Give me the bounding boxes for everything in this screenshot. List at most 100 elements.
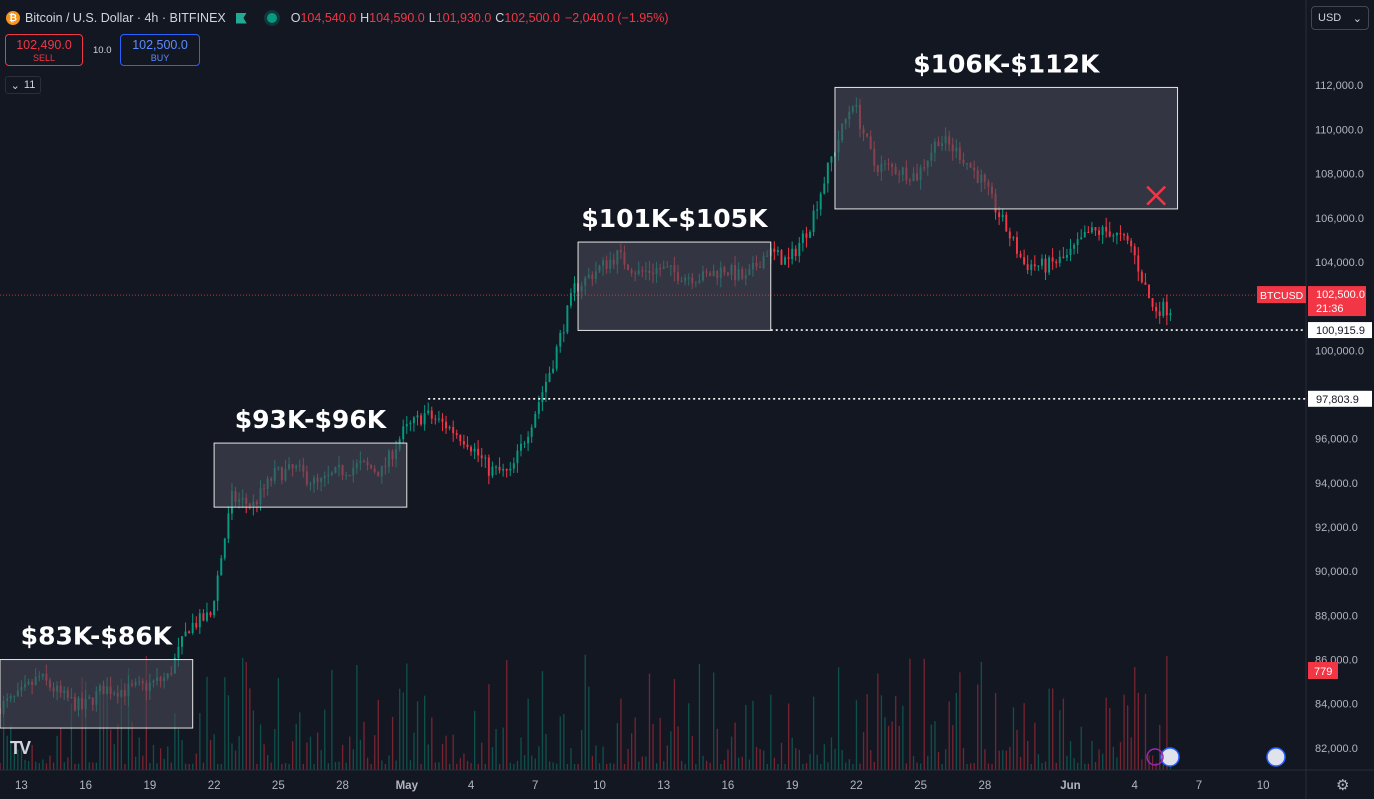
- candle-body: [195, 622, 198, 628]
- symbol-title[interactable]: Bitcoin / U.S. Dollar · 4h · BITFINEX: [25, 11, 226, 25]
- currency-select[interactable]: USD ⌄: [1311, 6, 1369, 30]
- candle-body: [409, 423, 412, 425]
- volume-bar: [805, 763, 808, 770]
- us-flag-icon: [1266, 747, 1286, 767]
- volume-bar: [538, 746, 540, 770]
- volume-bar: [966, 763, 968, 770]
- volume-bar: [770, 694, 772, 770]
- volume-bar: [142, 755, 144, 770]
- volume-bar: [873, 761, 875, 770]
- candle-body: [1065, 254, 1068, 258]
- volume-bar: [602, 746, 604, 770]
- volume-bar: [156, 763, 158, 770]
- candle-body: [1005, 214, 1008, 232]
- candle-body: [480, 455, 483, 459]
- volume-bar: [177, 729, 180, 770]
- x-tick-label: 4: [1132, 780, 1139, 792]
- volume-bar: [95, 762, 98, 770]
- volume-bar: [916, 762, 918, 770]
- volume-bar: [1102, 753, 1104, 770]
- volume-bar: [777, 763, 779, 770]
- candle-body: [544, 381, 547, 393]
- candle-body: [1115, 232, 1118, 236]
- volume-bar: [431, 717, 433, 770]
- candle-body: [1055, 261, 1058, 264]
- candle-body: [1076, 239, 1079, 245]
- candle-body: [188, 631, 191, 633]
- volume-bar: [563, 714, 565, 770]
- indicators-toggle-button[interactable]: ⌄ 11: [5, 76, 41, 94]
- volume-bar: [274, 728, 276, 770]
- candle-body: [1148, 284, 1150, 299]
- candle-body: [491, 466, 494, 476]
- volume-bar: [252, 710, 255, 770]
- volume-bar: [209, 739, 212, 770]
- volume-bar: [948, 701, 950, 770]
- volume-bar: [641, 756, 643, 770]
- candle-body: [448, 426, 451, 429]
- candle-body: [805, 233, 808, 238]
- candle-body: [1080, 237, 1083, 240]
- volume-bar: [552, 762, 554, 770]
- volume-bar: [402, 692, 404, 770]
- volume-bar: [930, 724, 933, 770]
- volume-bar: [1005, 750, 1007, 770]
- sell-button[interactable]: 102,490.0 SELL: [5, 34, 83, 66]
- volume-bar: [830, 737, 833, 770]
- candle-body: [441, 418, 444, 422]
- volume-bar: [795, 748, 797, 770]
- range-label: $106K-$112K: [913, 49, 1101, 78]
- volume-bar: [234, 750, 237, 770]
- candle-body: [466, 444, 469, 448]
- volume-bar: [409, 760, 412, 770]
- candle-body: [1119, 232, 1122, 235]
- volume-bar: [292, 741, 294, 770]
- x-tick-label: 13: [657, 780, 670, 792]
- flag-icon[interactable]: [235, 12, 247, 24]
- volume-bar: [1062, 698, 1065, 770]
- volume-bar: [1052, 688, 1054, 770]
- volume-bar: [1123, 694, 1125, 770]
- range-label: $83K-$86K: [21, 622, 174, 651]
- volume-bar: [117, 723, 119, 770]
- volume-bar: [267, 755, 269, 770]
- candle-body: [202, 613, 205, 621]
- candle-body: [1162, 301, 1165, 316]
- volume-bar: [424, 695, 426, 770]
- candle-body: [427, 410, 430, 414]
- candle-body: [223, 538, 226, 559]
- y-tick-label: 84,000.0: [1315, 699, 1358, 711]
- volume-bar: [1041, 762, 1043, 770]
- candle-body: [1012, 237, 1015, 239]
- candle-body: [420, 415, 423, 425]
- volume-bar: [598, 763, 601, 770]
- volume-bar: [242, 657, 244, 770]
- open-value: 104,540.0: [300, 11, 357, 25]
- volume-bar: [556, 763, 558, 770]
- volume-bar: [1151, 755, 1154, 770]
- volume-bar: [374, 735, 376, 770]
- volume-bar: [1027, 740, 1029, 770]
- candle-body: [177, 646, 180, 658]
- candle-body: [470, 447, 472, 452]
- volume-bar: [523, 755, 526, 770]
- candle-body: [830, 156, 833, 163]
- low-label: L: [428, 11, 436, 25]
- volume-bar: [338, 761, 340, 770]
- volume-bar: [52, 762, 55, 770]
- candle-body: [416, 415, 419, 418]
- volume-bar: [395, 760, 397, 770]
- volume-bar: [809, 754, 811, 770]
- y-tick-label: 94,000.0: [1315, 478, 1358, 490]
- candle-body: [1026, 264, 1029, 271]
- volume-bar: [577, 763, 579, 770]
- volume-bar: [388, 755, 390, 770]
- volume-bar: [609, 762, 611, 770]
- buy-button[interactable]: 102,500.0 BUY: [120, 34, 200, 66]
- volume-bar: [277, 678, 280, 770]
- chevron-down-icon: ⌄: [1352, 12, 1362, 25]
- volume-bar: [1069, 741, 1072, 770]
- volume-bar: [973, 763, 975, 770]
- gear-icon[interactable]: ⚙: [1336, 777, 1350, 794]
